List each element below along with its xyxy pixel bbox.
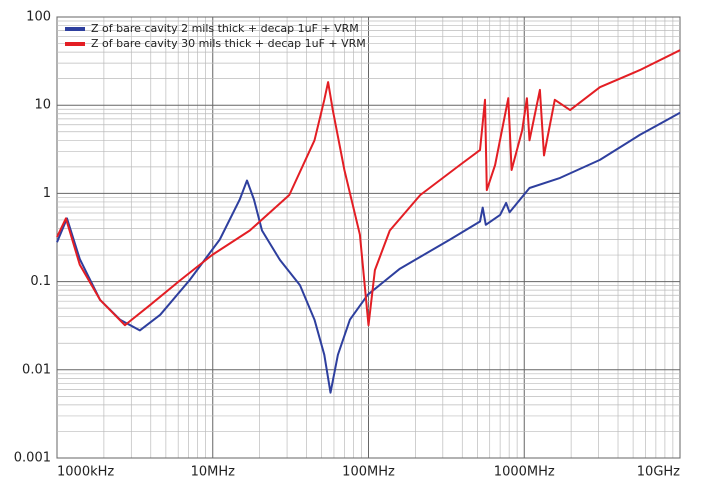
legend-label: Z of bare cavity 30 mils thick + decap 1… (91, 37, 366, 50)
x-tick-label: 100MHz (342, 465, 395, 480)
y-tick-label: 10 (34, 98, 51, 113)
x-tick-label: 1000kHz (57, 465, 114, 480)
y-tick-label: 0.1 (30, 274, 51, 289)
x-tick-label: 10GHz (637, 465, 680, 480)
x-tick-label: 10MHz (191, 465, 236, 480)
y-tick-label: 1 (43, 186, 51, 201)
y-tick-label: 100 (26, 10, 51, 25)
series-line (56, 111, 681, 394)
series-line (56, 49, 681, 327)
y-tick-label: 0.01 (22, 362, 51, 377)
y-tick-label: 0.001 (14, 451, 51, 466)
legend-label: Z of bare cavity 2 mils thick + decap 1u… (91, 22, 359, 35)
x-tick-label: 1000MHz (494, 465, 555, 480)
